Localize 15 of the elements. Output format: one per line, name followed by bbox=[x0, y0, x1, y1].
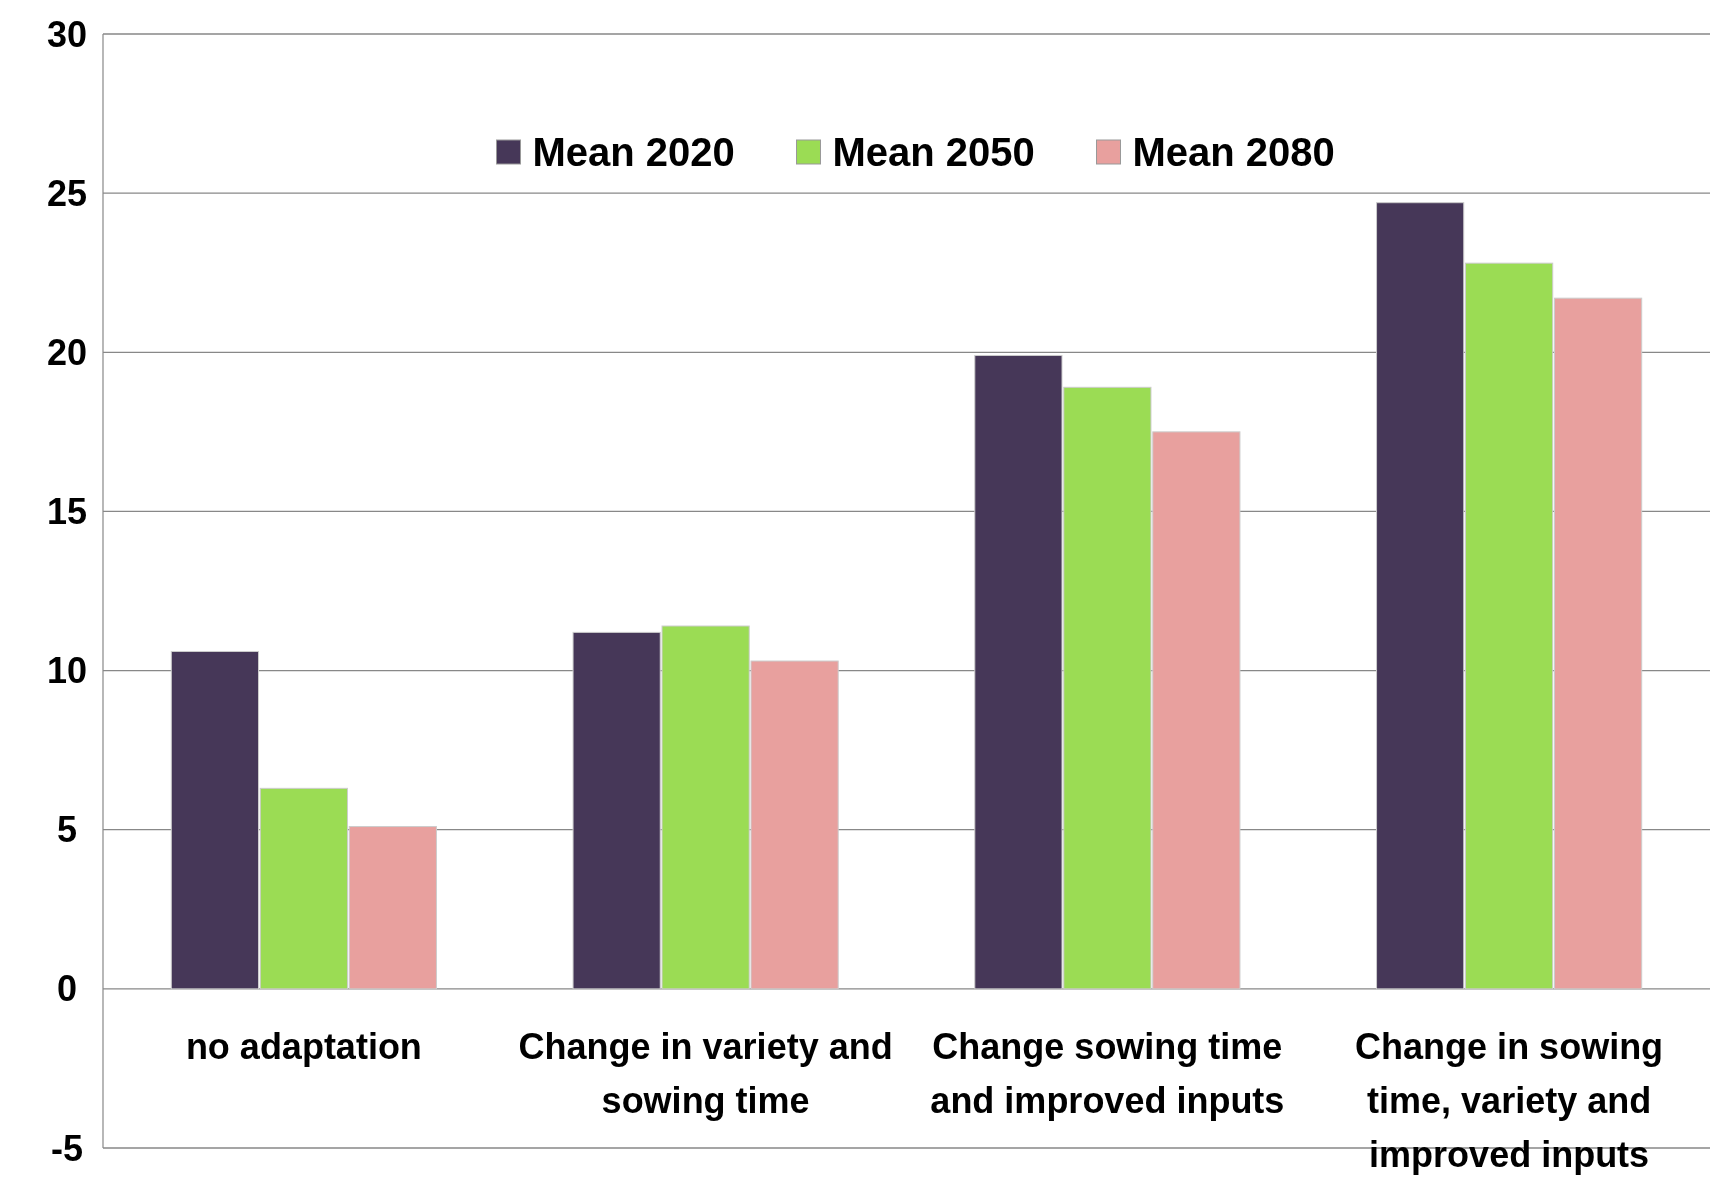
legend-label: Mean 2080 bbox=[1132, 130, 1335, 174]
y-tick-label: 5 bbox=[56, 809, 78, 851]
y-tick-label: 20 bbox=[46, 331, 88, 373]
x-tick-label: Change sowing time and improved inputs bbox=[930, 1025, 1285, 1121]
y-tick-label: 25 bbox=[46, 172, 88, 214]
x-tick-label: Change in sowing time, variety and improved inputs bbox=[1355, 1025, 1664, 1175]
y-tick-label: -5 bbox=[50, 1127, 84, 1169]
y-tick-label: 0 bbox=[56, 968, 78, 1010]
y-tick-label: 15 bbox=[46, 491, 88, 533]
x-tick-label: no adaptation bbox=[185, 1025, 422, 1067]
x-tick-label: Change in variety and sowing time bbox=[518, 1025, 893, 1121]
legend-label: Mean 2020 bbox=[532, 130, 735, 174]
legend-label: Mean 2050 bbox=[832, 130, 1035, 174]
y-tick-label: 10 bbox=[46, 650, 88, 692]
y-tick-label: 30 bbox=[46, 13, 88, 55]
